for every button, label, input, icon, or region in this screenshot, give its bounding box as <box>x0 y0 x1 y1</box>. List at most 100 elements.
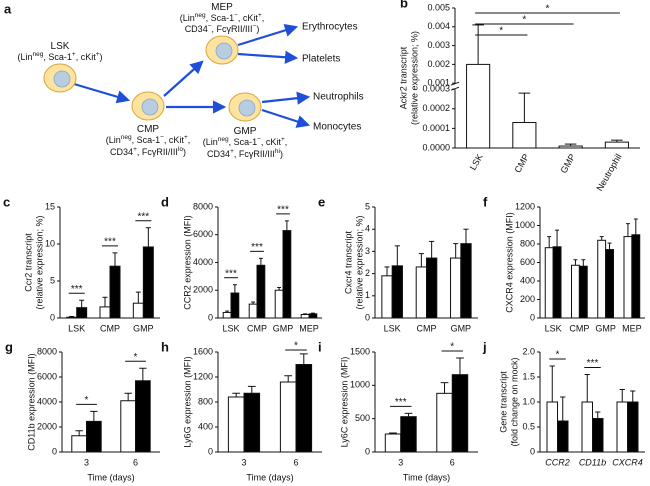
bar <box>466 63 491 149</box>
bar <box>300 314 310 319</box>
y-tick-label: 0 <box>52 446 57 456</box>
output-label: Neutrophils <box>313 92 364 103</box>
y-tick-label: 0.0001 <box>422 123 450 133</box>
y-axis-label: (fold change on mock) <box>509 357 519 446</box>
panel-letter: a <box>4 1 12 16</box>
y-tick-label: 6000 <box>37 371 57 381</box>
superscript: + <box>230 148 234 155</box>
x-tick-label: MEP <box>622 323 642 333</box>
y-axis-label: Cxcr4 transcript <box>343 230 353 294</box>
y-tick-label: 0.005 <box>427 2 450 12</box>
x-tick-label: 3 <box>398 457 403 467</box>
label-part: MEP <box>211 2 233 13</box>
y-tick-label: 1200 <box>193 371 213 381</box>
significance-label: *** <box>104 237 116 248</box>
bar <box>451 374 469 453</box>
superscript: + <box>133 146 137 153</box>
superscript: neg <box>195 12 206 19</box>
label-part: (Lin <box>18 52 33 62</box>
arrow <box>163 60 204 97</box>
bar <box>604 141 629 149</box>
significance-label: * <box>522 15 526 26</box>
bar <box>308 313 318 319</box>
x-tick-label: 3 <box>241 457 246 467</box>
bar <box>436 392 453 453</box>
error-bar <box>90 410 98 422</box>
error-bar <box>625 223 630 237</box>
label-part: , Sca-1 <box>132 135 161 145</box>
node-label: LSK <box>51 41 70 52</box>
bar <box>142 246 154 319</box>
superscript: + <box>258 12 262 19</box>
arrow <box>73 82 131 104</box>
x-tick-label: LSK <box>468 152 485 172</box>
cell-nucleus <box>141 98 159 116</box>
y-tick-label: 2.0 <box>522 346 535 356</box>
error-bar <box>394 245 400 266</box>
arrows <box>73 23 311 128</box>
panel-letter: j <box>482 339 487 354</box>
significance-label: *** <box>395 397 407 408</box>
y-axis-label: Ccr2 transcript <box>23 233 33 292</box>
y-axis-label: (relative expression; %) <box>34 215 44 309</box>
node-label: MEP <box>211 2 233 13</box>
panel-letter: c <box>3 194 10 209</box>
x-axis-label: Time (days) <box>87 472 134 482</box>
label-part: CD34 <box>185 24 208 34</box>
error-bar <box>145 227 151 247</box>
error-bar <box>581 259 586 267</box>
y-tick-label: 2 <box>365 268 370 278</box>
x-axis-label: Time (days) <box>246 472 293 482</box>
significance-label: * <box>499 26 503 37</box>
error-bar <box>440 382 449 394</box>
arrow <box>237 50 299 64</box>
significance-label: * <box>134 352 138 363</box>
bar <box>381 275 393 319</box>
error-bar <box>633 218 638 235</box>
error-bar <box>573 259 578 266</box>
error-bar <box>303 313 308 315</box>
y-axis-label: CXCR4 expression (MFI) <box>504 212 514 313</box>
x-tick-label: LSK <box>384 323 401 333</box>
bar <box>627 401 639 453</box>
x-tick-label: LSK <box>68 323 85 333</box>
error-bar <box>135 291 141 304</box>
label-part: (Lin <box>180 13 195 23</box>
bar <box>384 433 402 453</box>
significance-label: * <box>85 395 89 406</box>
label-part: , <box>285 137 288 147</box>
y-tick-label: 15 <box>45 201 55 211</box>
y-tick-label: 8000 <box>37 346 57 356</box>
y-tick-label: 800 <box>198 396 213 406</box>
bar <box>227 396 245 453</box>
node-label: (Linneg, Sca-1−, cKit+, <box>203 136 288 147</box>
bar <box>544 247 554 319</box>
x-tick-label: CMP <box>247 323 267 333</box>
error-bar <box>232 392 241 397</box>
y-tick-label: 8000 <box>193 201 213 211</box>
x-tick-label: LSK <box>222 323 239 333</box>
bar <box>400 416 417 453</box>
superscript: + <box>281 136 285 143</box>
y-tick-label: 0.003 <box>427 40 450 50</box>
output-label: Platelets <box>302 54 340 65</box>
x-tick-label: CD11b <box>579 457 606 467</box>
y-tick-label: 0 <box>50 312 55 322</box>
x-tick-label: 6 <box>450 457 455 467</box>
error-bar <box>429 240 435 259</box>
y-tick-label: 400 <box>520 275 535 285</box>
error-bar <box>251 301 256 305</box>
error-bar <box>69 316 75 318</box>
x-tick-label: MEP <box>299 323 319 333</box>
cell-nucleus <box>53 70 71 88</box>
bar <box>578 265 588 319</box>
y-tick-label: 0.0003 <box>422 84 450 94</box>
y-tick-label: 0 <box>208 446 213 456</box>
error-bar <box>607 242 612 250</box>
x-tick-label: GMP <box>273 323 294 333</box>
error-bar <box>611 139 623 143</box>
error-bar <box>518 92 531 123</box>
error-bar <box>102 296 108 307</box>
node-label: GMP <box>234 126 257 137</box>
y-tick-label: 1 <box>365 290 370 300</box>
